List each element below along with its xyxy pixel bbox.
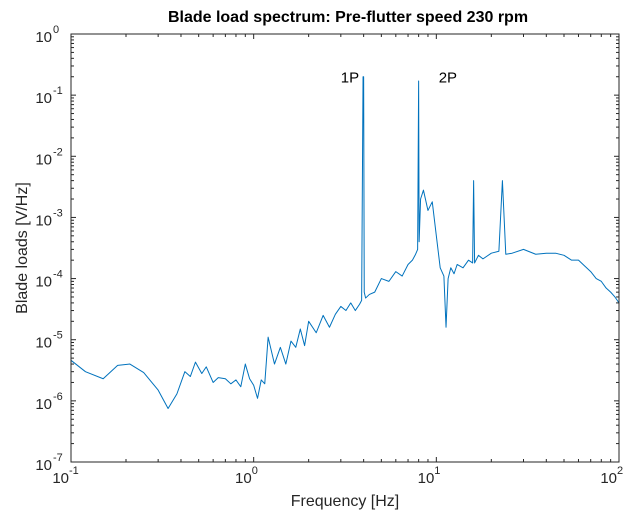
x-tick-label: 10 1 [418,465,441,487]
svg-text:10: 10 [35,457,52,474]
x-tick-label: 10 0 [235,465,258,487]
svg-text:-2: -2 [53,146,63,158]
svg-text:10: 10 [35,274,52,291]
svg-text:10: 10 [52,470,69,487]
x-tick-labels: 10 -1 10 0 10 1 10 2 [52,465,623,487]
svg-text:10: 10 [418,470,435,487]
y-tick-label: 10 0 [35,24,59,46]
svg-text:-3: -3 [53,207,63,219]
line-layer [70,76,620,409]
svg-text:10: 10 [600,470,617,487]
svg-text:10: 10 [35,335,52,352]
svg-text:10: 10 [35,396,52,413]
svg-text:2: 2 [617,465,623,477]
plot-area [71,34,619,462]
svg-text:1: 1 [434,465,440,477]
y-tick-label: 10 -3 [35,207,62,229]
svg-text:10: 10 [35,151,52,168]
annotation-layer: 1P 2P [341,70,457,87]
svg-text:-1: -1 [53,85,63,97]
y-tick-label: 10 -2 [35,146,62,168]
x-axis-label: Frequency [Hz] [291,493,399,510]
svg-text:-5: -5 [53,330,63,342]
svg-text:-4: -4 [53,269,63,281]
peak-annotation: 2P [439,70,457,87]
spectrum-series-line [70,76,620,409]
svg-text:-7: -7 [53,452,63,464]
svg-text:-6: -6 [53,391,63,403]
y-tick-label: 10 -5 [35,330,62,352]
svg-text:0: 0 [53,24,59,36]
plot-frame [70,33,620,463]
y-tick-label: 10 -4 [35,269,62,291]
svg-text:0: 0 [252,465,258,477]
svg-text:10: 10 [35,90,52,107]
chart-title: Blade load spectrum: Pre-flutter speed 2… [168,9,528,26]
svg-text:10: 10 [35,212,52,229]
y-axis-label: Blade loads [V/Hz] [14,182,31,314]
y-tick-label: 10 -1 [35,85,62,107]
svg-text:10: 10 [35,29,52,46]
y-tick-label: 10 -6 [35,391,62,413]
x-tick-label: 10 2 [600,465,623,487]
x-tick-label: 10 -1 [52,465,78,487]
svg-text:10: 10 [235,470,252,487]
peak-annotation: 1P [341,70,359,87]
svg-text:-1: -1 [69,465,79,477]
y-tick-label: 10 -7 [35,452,62,474]
